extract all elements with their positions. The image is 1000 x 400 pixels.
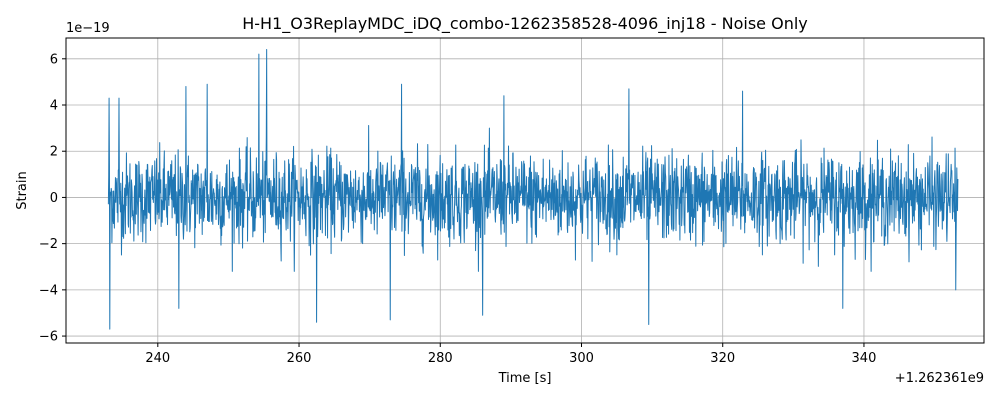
series-layer: [107, 49, 959, 330]
x-tick-label: 300: [569, 351, 594, 366]
y-tick-label: 0: [50, 191, 58, 206]
x-tick-label: 280: [428, 351, 453, 366]
chart-title: H-H1_O3ReplayMDC_iDQ_combo-1262358528-40…: [242, 14, 808, 34]
strain-series-line: [107, 49, 959, 330]
x-tick-label: 320: [710, 351, 735, 366]
y-tick-label: 4: [50, 99, 58, 114]
y-scale-text: 1e−19: [66, 21, 110, 36]
y-tick-label: −2: [39, 237, 58, 252]
x-offset-text: +1.262361e9: [895, 371, 984, 386]
x-tick-label: 240: [145, 351, 170, 366]
y-axis-label: Strain: [15, 171, 30, 210]
y-tick-label: −4: [39, 283, 58, 298]
x-axis-label: Time [s]: [498, 371, 552, 386]
plot-frame: [65, 37, 985, 344]
y-tick-label: 6: [50, 52, 58, 67]
x-tick-label: 340: [852, 351, 877, 366]
y-tick-label: −6: [39, 330, 58, 345]
y-tick-label: 2: [50, 145, 58, 160]
tick-layer: 240 260 280 300 320 340 −6 −4 −2 0 2 4 6: [39, 52, 877, 366]
x-tick-label: 260: [287, 351, 312, 366]
